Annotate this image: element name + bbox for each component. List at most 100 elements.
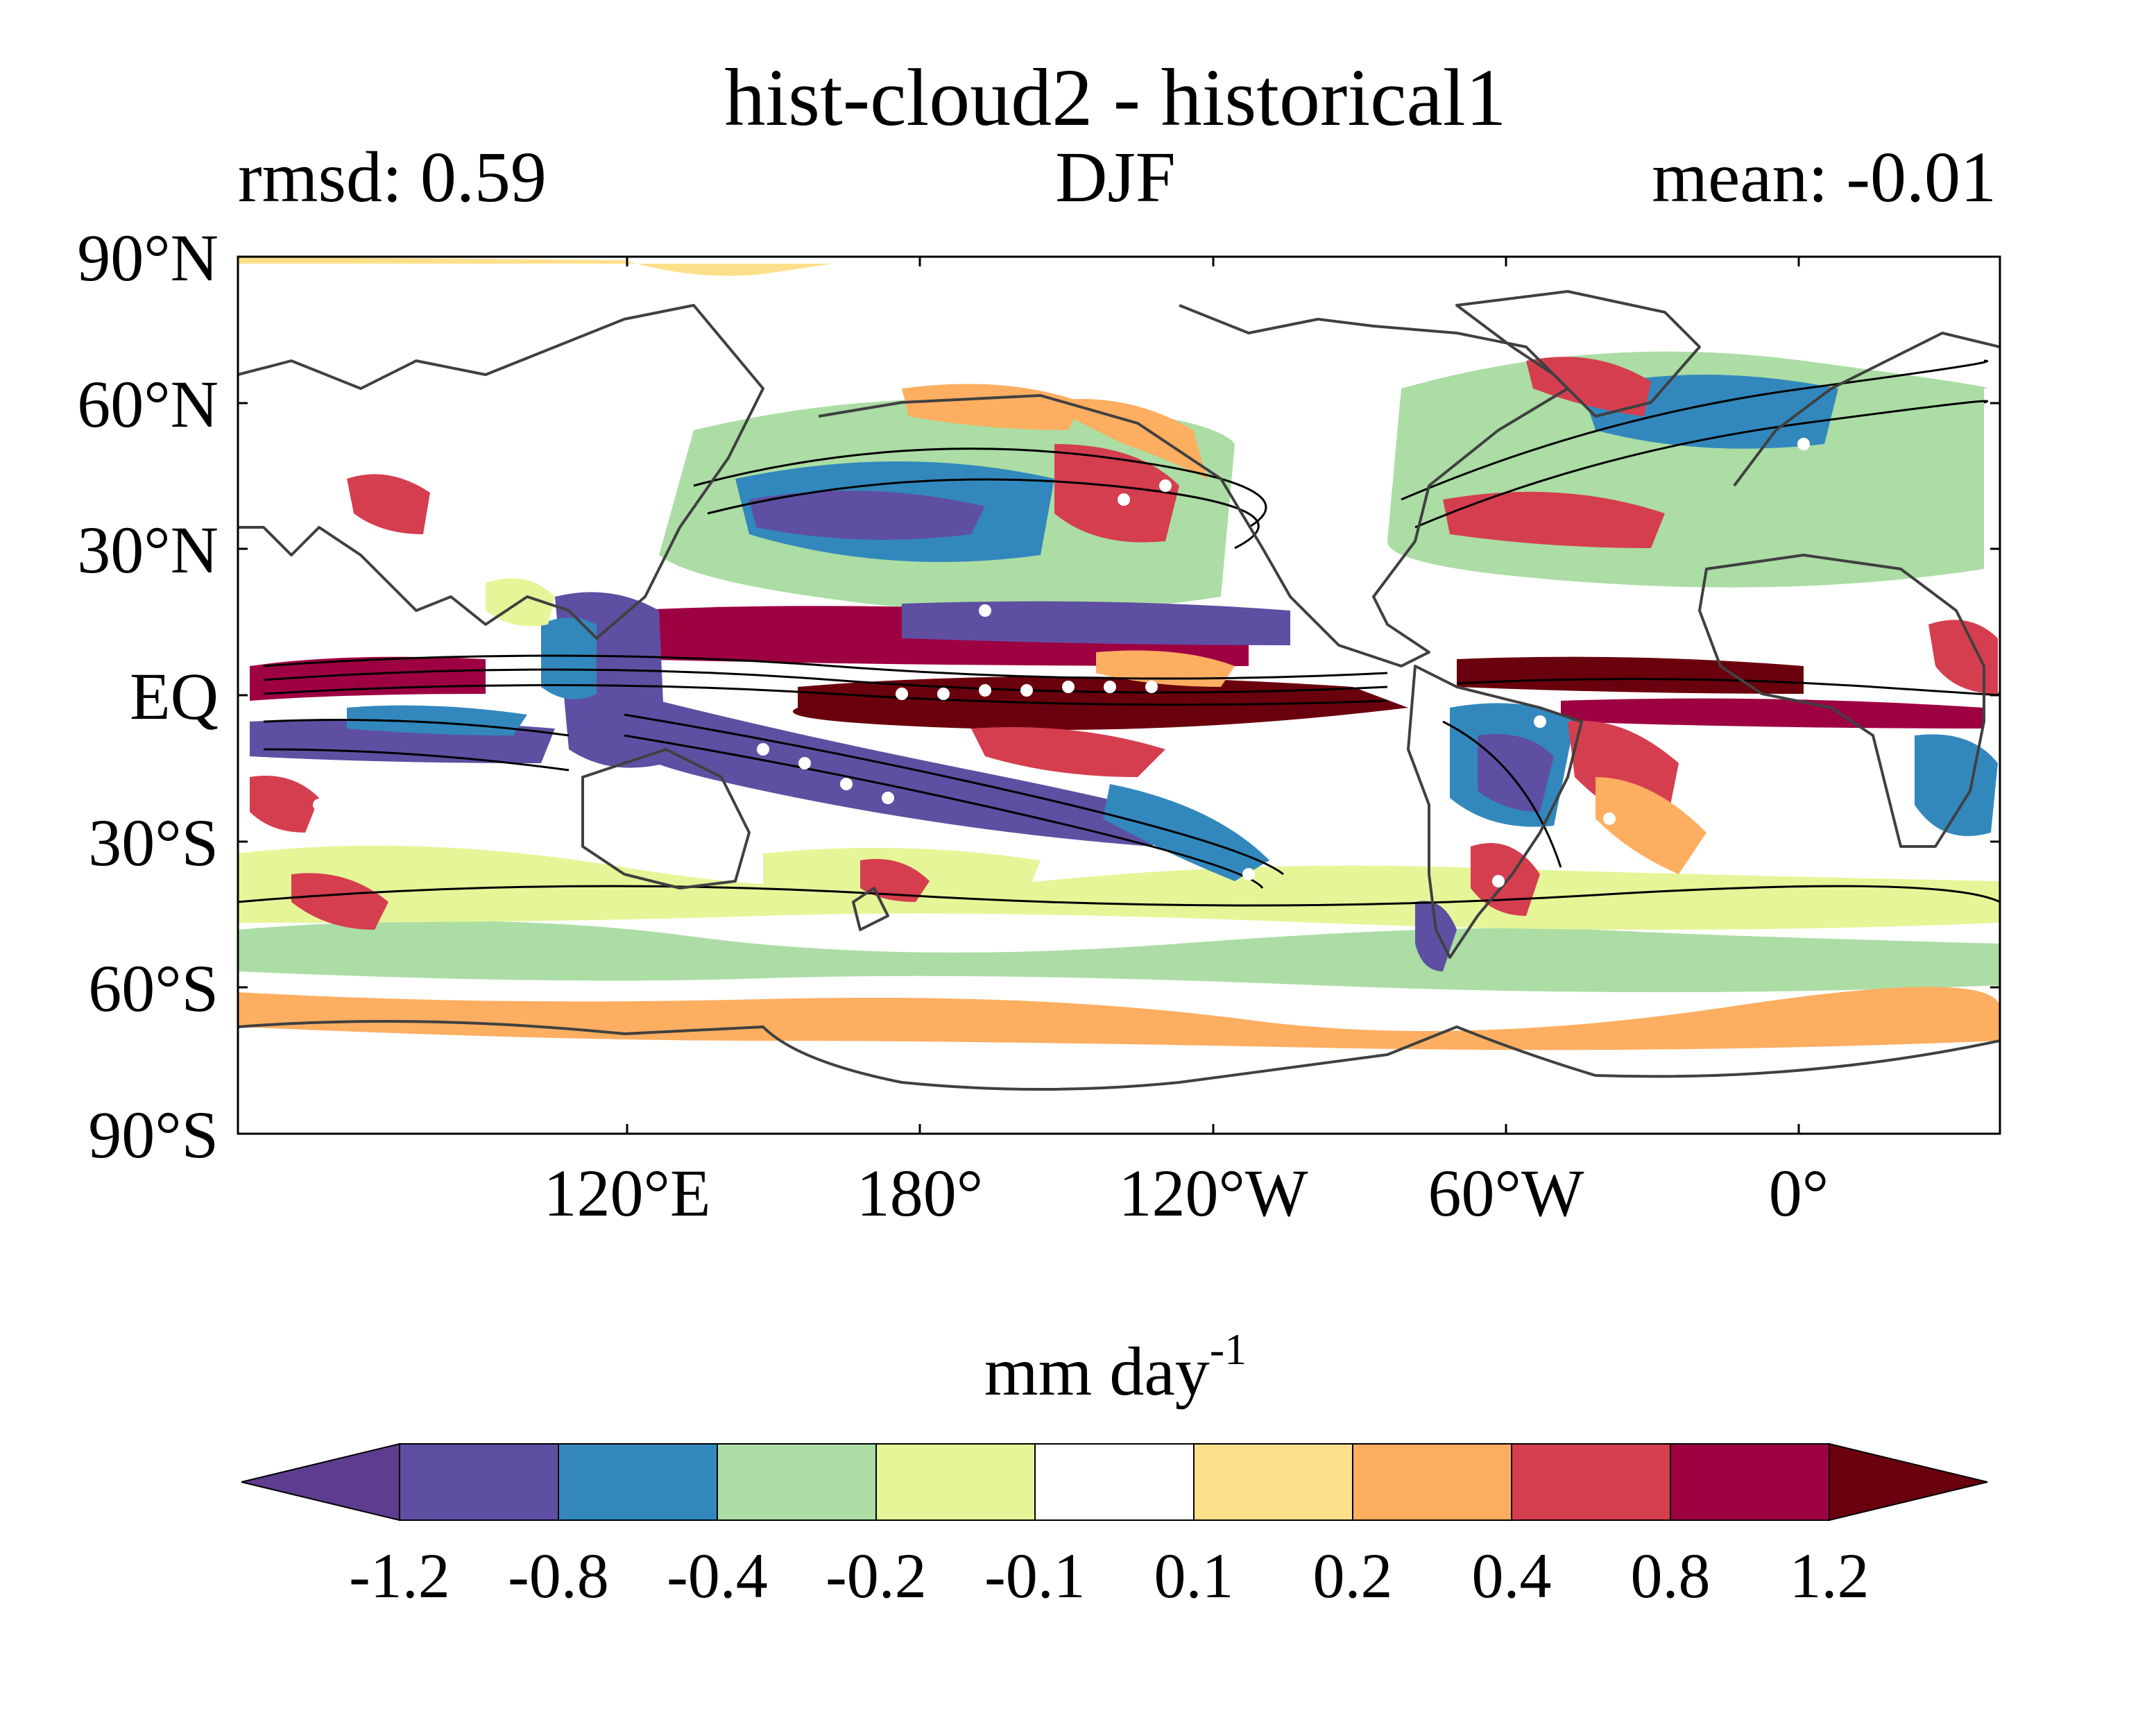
stipple-dot — [979, 604, 991, 617]
coast-europe — [1733, 332, 2000, 487]
colorbar-box — [558, 1443, 718, 1521]
contour-indian-2 — [263, 748, 570, 772]
stipple-dot — [882, 792, 894, 804]
arctic-band — [238, 257, 832, 276]
contour-itcz-3 — [263, 684, 1388, 706]
contour-sa-1 — [1442, 720, 1562, 868]
lat-label-60s: 60°S — [88, 951, 219, 1025]
coast-antarctica — [238, 1020, 2000, 1091]
units-superscript: -1 — [1210, 1325, 1247, 1374]
colorbar-label: 0.4 — [1472, 1540, 1552, 1611]
southern-ocean-light — [238, 845, 2000, 930]
stippling — [313, 438, 1810, 887]
contour-na-storm-1 — [1401, 359, 1989, 501]
north-atlantic-red — [1443, 491, 1665, 548]
stipple-dot — [313, 799, 325, 811]
tasman-red — [860, 859, 930, 902]
lat-label-30n: 30°N — [77, 513, 219, 587]
map-panel — [238, 257, 2000, 1134]
north-pacific-purple — [749, 491, 985, 540]
colorbar-label: -0.2 — [825, 1540, 927, 1611]
stipple-dot — [757, 743, 769, 756]
stipple-dot — [1145, 681, 1158, 693]
contour-np-storm-1 — [693, 448, 1267, 529]
lat-label-30s: 30°S — [88, 806, 219, 880]
north-pacific-red — [1054, 444, 1179, 543]
season-label: DJF — [1055, 137, 1175, 217]
stipple-dot — [1492, 875, 1505, 887]
coast-africa — [1698, 554, 1985, 848]
colorbar-box — [1034, 1443, 1195, 1521]
lon-label-60w: 60°W — [1428, 1156, 1584, 1230]
colorbar-labels: -1.2 -0.8 -0.4 -0.2 -0.1 0.1 0.2 0.4 0.8… — [349, 1540, 1869, 1611]
argentina-red — [1471, 843, 1540, 916]
stipple-dot — [1062, 681, 1075, 693]
coast-greenland — [1455, 290, 1701, 418]
stipple-dot — [937, 688, 950, 700]
colorbar-box — [717, 1443, 877, 1521]
coast-eurasia-africa — [238, 304, 764, 640]
colorbar-label: -0.1 — [984, 1540, 1086, 1611]
units-main: mm day — [984, 1333, 1210, 1410]
contour-atl-itcz — [1456, 678, 2000, 697]
stipple-dot — [896, 688, 908, 700]
atlantic-itcz-darkred — [1457, 656, 1804, 694]
lat-label-90s: 90°S — [88, 1098, 219, 1172]
stipple-dot — [798, 757, 811, 769]
madagascar-red — [250, 776, 319, 833]
contour-itcz-2 — [263, 668, 1388, 694]
south-america-purple — [1478, 734, 1554, 812]
tick-marks — [238, 257, 2000, 1134]
colorbar-right-triangle — [1829, 1442, 1988, 1522]
arabian-red — [347, 474, 430, 534]
atlantic-equatorial-red — [1561, 698, 1984, 729]
lon-label-0: 0° — [1769, 1156, 1829, 1230]
itcz-north-purple — [902, 601, 1290, 645]
colorbar-label: -1.2 — [349, 1540, 450, 1611]
africa-coast-red — [1928, 620, 1998, 694]
contour-indian-1 — [263, 719, 570, 737]
lon-label-180: 180° — [857, 1156, 983, 1230]
mean-label: mean: -0.01 — [1652, 137, 1996, 217]
contour-na-storm-2 — [1414, 400, 1989, 529]
anomaly-shading — [238, 257, 2000, 1050]
gulf-of-alaska-dark — [1041, 399, 1207, 479]
south-atlantic-orange — [1595, 777, 1706, 874]
lat-label-90n: 90°N — [77, 221, 219, 295]
colorbar-box — [875, 1443, 1036, 1521]
stipple-dot — [1104, 681, 1116, 693]
lat-axis-labels: 90°N 60°N 30°N EQ 30°S 60°S 90°S — [77, 221, 219, 1172]
lon-label-120e: 120°E — [543, 1156, 710, 1230]
colorbar-label: 0.2 — [1313, 1540, 1393, 1611]
stipple-dot — [1603, 812, 1616, 825]
colorbar-box — [1670, 1443, 1830, 1521]
coast-south-america — [1407, 665, 1583, 959]
colorbar-label: 0.8 — [1631, 1540, 1711, 1611]
contour-so-1 — [238, 885, 2000, 907]
indian-ocean-north-red — [250, 656, 486, 701]
colorbar-label: -0.8 — [508, 1540, 609, 1611]
coastlines — [238, 290, 2000, 1091]
warm-pool-blue — [541, 618, 597, 699]
stipple-dot — [1020, 684, 1033, 697]
patagonia-darkblue — [1415, 901, 1457, 971]
colorbar-box — [1511, 1443, 1671, 1521]
contour-itcz-1 — [263, 654, 1388, 680]
stipple-dot — [1242, 868, 1255, 880]
contour-spcz-1 — [624, 713, 1284, 876]
contour-spcz-2 — [624, 734, 1264, 889]
indian-ocean-blue — [347, 705, 527, 735]
colorbar-box — [1352, 1443, 1512, 1521]
figure-title: hist-cloud2 - historical1 — [724, 52, 1506, 143]
contour-np-storm-2 — [707, 478, 1260, 550]
lon-label-120w: 120°W — [1119, 1156, 1308, 1230]
stipple-dot — [840, 778, 853, 790]
colorbar — [241, 1442, 1988, 1522]
units-label: mm day-1 — [984, 1325, 1247, 1410]
stipple-dot — [1797, 438, 1810, 450]
stipple-dot — [979, 684, 991, 697]
south-indian-red — [291, 873, 388, 930]
stipple-dot — [1534, 715, 1546, 728]
climatology-contours — [238, 359, 2000, 907]
